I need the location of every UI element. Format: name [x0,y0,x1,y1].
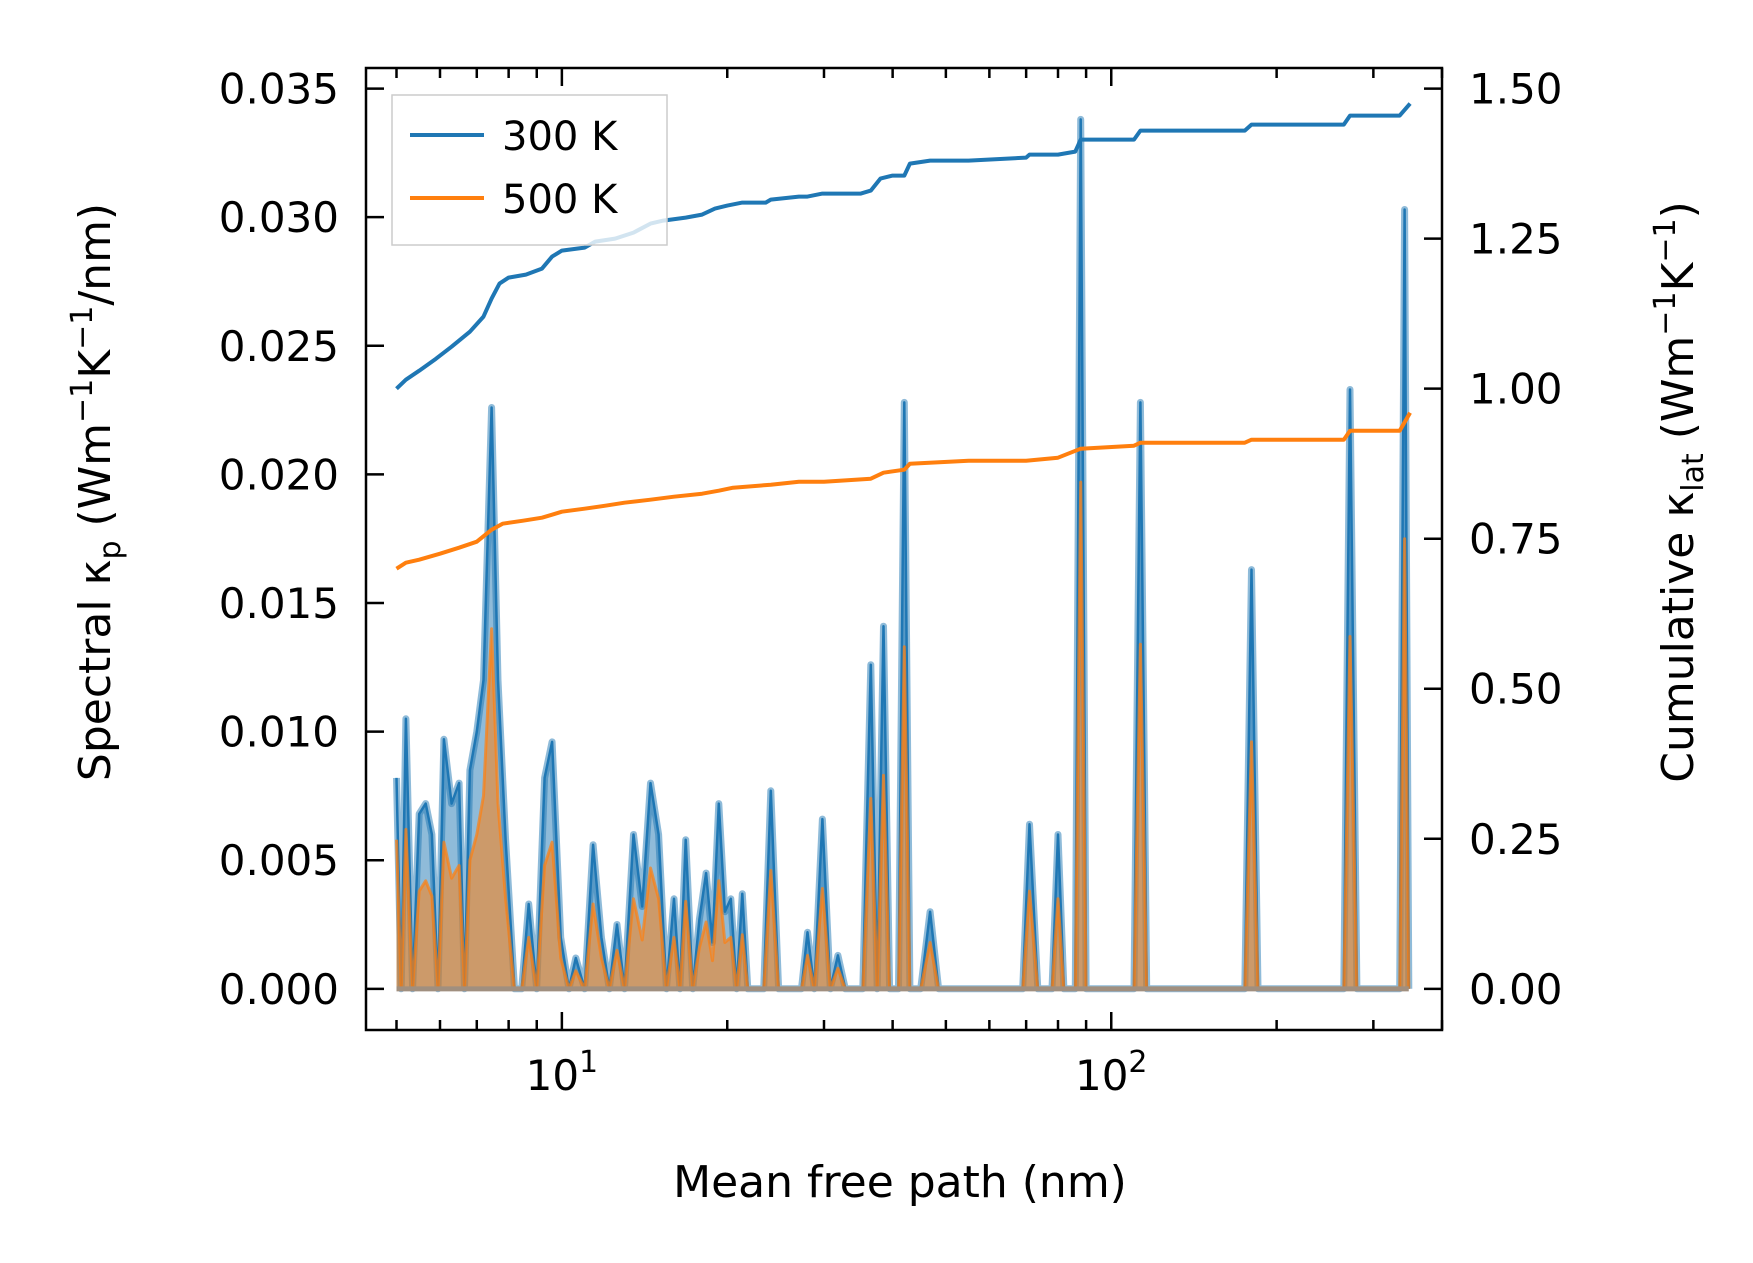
cumulative-line-300k [395,102,1412,391]
y-left-tick-label: 0.005 [219,836,339,885]
y-left-tick-label: 0.035 [219,65,339,114]
y-right-tick-label: 0.50 [1469,665,1563,714]
legend-frame [391,94,668,246]
legend: 300 K 500 K [391,94,668,246]
x-tick-label: 102 [1075,1045,1148,1100]
legend-label-500k: 500 K [502,177,619,223]
y-right-title-subscript: lat [1676,453,1711,492]
y-right-title-superscript: −1 [1648,218,1683,262]
y-right-title-part: K [1653,261,1704,291]
y-left-title-part: K [70,349,121,379]
y-left-title-superscript: −1 [65,379,100,423]
y-right-title-superscript: −1 [1648,291,1683,335]
y-right-tick-label: 0.25 [1469,815,1563,864]
y-right-tick-label: 1.00 [1469,365,1563,414]
y-left-title-subscript: p [93,540,128,559]
y-right-title-part: ) [1653,201,1704,218]
y-left-tick-label: 0.015 [219,579,339,628]
y-left-title-part: (Wm [70,423,121,541]
y-right-axis-title: Cumulative κlat (Wm−1K−1) [1648,201,1711,783]
x-tick-label: 101 [526,1045,599,1100]
y-left-tick-label: 0.000 [219,965,339,1014]
y-left-title-part: Spectral κ [70,560,121,782]
y-right-tick-label: 0.75 [1469,515,1563,564]
y-left-axis-title: Spectral κp (Wm−1K−1/nm) [65,203,128,781]
axes: 0.000 0.005 0.010 0.015 0.020 0.025 0.030 0.035… [219,65,1563,1100]
y-left-tick-label: 0.025 [219,322,339,371]
y-left-title-superscript: −1 [65,306,100,350]
spectral-area-500k [396,482,1409,989]
y-right-tick-label: 0.00 [1469,965,1563,1014]
legend-label-300k: 300 K [502,114,619,160]
cumulative-line-500k [395,411,1412,571]
y-right-title-part: Cumulative κ [1653,492,1704,783]
x-axis-title: Mean free path (nm) [673,1157,1127,1208]
y-left-title-part: /nm) [70,203,121,306]
y-right-tick-label: 1.25 [1469,215,1563,264]
y-left-tick-label: 0.030 [219,193,339,242]
y-right-title-part: (Wm [1653,336,1704,454]
y-left-tick-label: 0.020 [219,450,339,499]
plot-frame [364,66,1444,1032]
plot-area [393,102,1413,993]
y-right-tick-label: 1.50 [1469,65,1563,114]
y-left-tick-label: 0.010 [219,708,339,757]
